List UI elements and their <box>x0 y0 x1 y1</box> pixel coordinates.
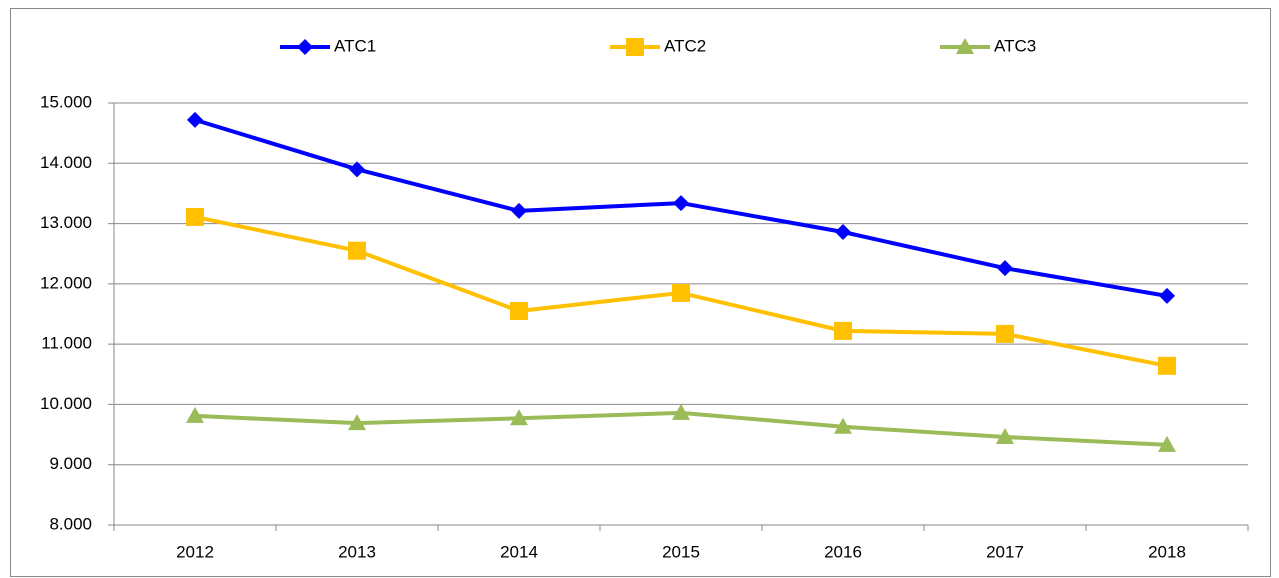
y-tick-label: 8.000 <box>49 514 92 533</box>
legend-label: ATC3 <box>994 36 1036 55</box>
x-tick-label: 2015 <box>662 542 700 561</box>
x-tick-label: 2014 <box>500 542 538 561</box>
marker <box>997 260 1013 277</box>
y-tick-label: 14.000 <box>40 153 92 172</box>
marker <box>834 321 852 340</box>
y-tick-label: 13.000 <box>40 213 92 232</box>
marker <box>835 224 851 241</box>
x-tick-label: 2018 <box>1148 542 1186 561</box>
marker <box>186 406 204 423</box>
marker <box>510 301 528 320</box>
y-tick-label: 10.000 <box>40 394 92 413</box>
marker <box>348 414 366 431</box>
y-tick-label: 11.000 <box>41 334 92 353</box>
marker <box>349 161 365 178</box>
marker <box>834 417 852 434</box>
x-tick-label: 2016 <box>824 542 862 561</box>
marker <box>673 195 689 212</box>
marker <box>186 207 204 226</box>
legend-marker <box>626 38 644 56</box>
marker <box>510 409 528 426</box>
x-tick-label: 2012 <box>176 542 214 561</box>
legend-marker <box>956 38 974 54</box>
marker <box>187 111 203 128</box>
marker <box>1159 287 1175 304</box>
legend-label: ATC1 <box>334 36 376 55</box>
marker <box>672 283 690 302</box>
marker <box>996 324 1014 343</box>
marker <box>672 403 690 420</box>
x-tick-label: 2017 <box>986 542 1024 561</box>
chart-frame <box>10 8 1271 577</box>
marker <box>511 202 527 219</box>
x-tick-label: 2013 <box>338 542 376 561</box>
marker <box>996 427 1014 444</box>
legend-label: ATC2 <box>664 36 706 55</box>
marker <box>348 241 366 260</box>
marker <box>1158 435 1176 452</box>
legend-marker <box>297 39 313 55</box>
y-tick-label: 9.000 <box>49 454 92 473</box>
y-tick-label: 12.000 <box>40 273 92 292</box>
marker <box>1158 356 1176 375</box>
y-tick-label: 15.000 <box>40 92 92 111</box>
